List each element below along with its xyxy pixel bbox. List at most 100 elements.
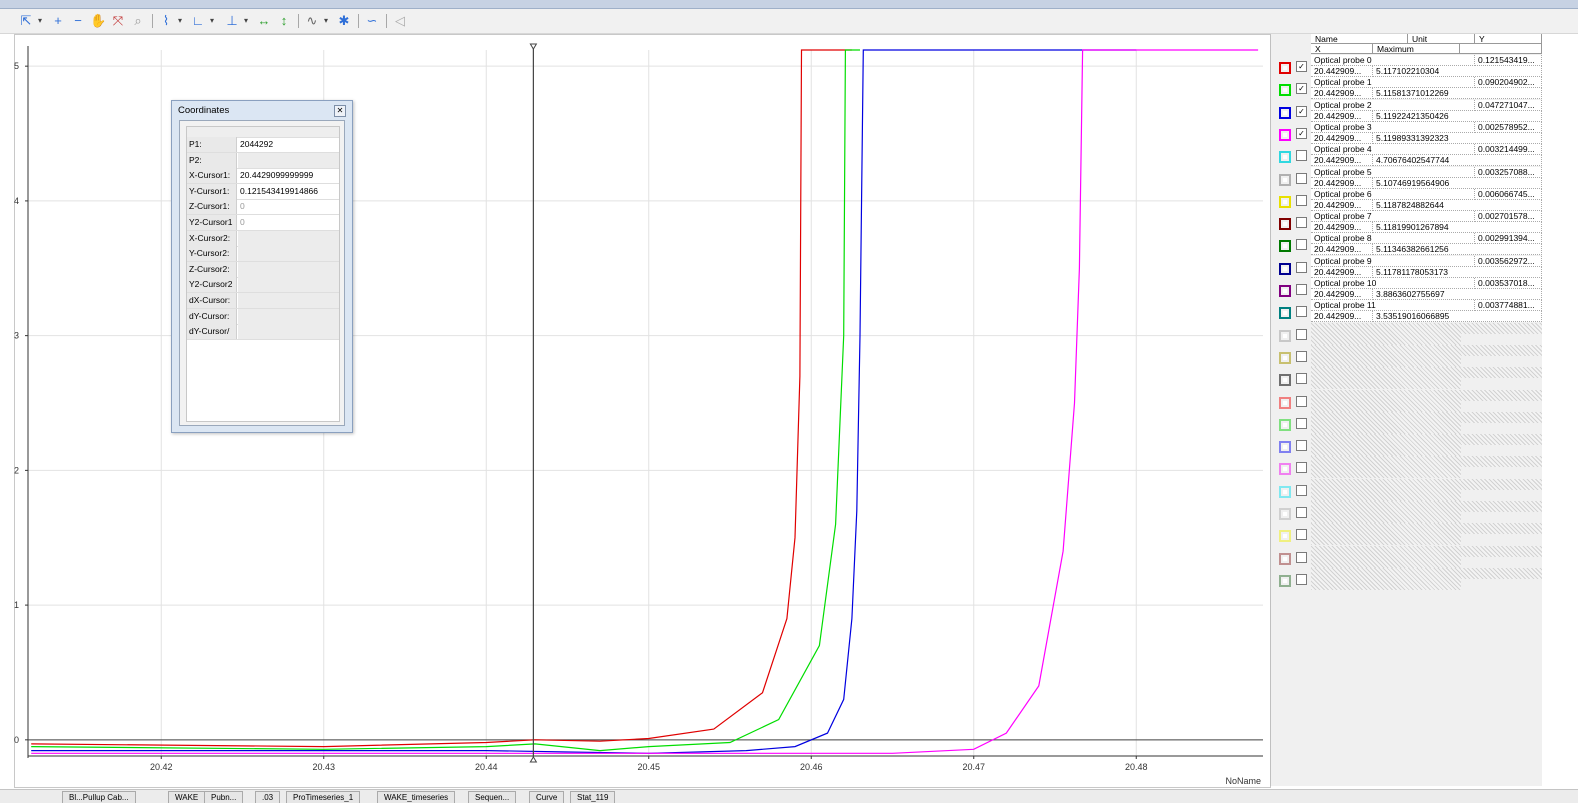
empty-channel-row[interactable] xyxy=(1271,411,1542,434)
coordinate-value[interactable]: 20.4429099999999 xyxy=(240,170,314,181)
color-swatch[interactable] xyxy=(1279,329,1291,342)
visibility-checkbox[interactable] xyxy=(1296,350,1307,362)
pan-hand-icon[interactable]: ✋ xyxy=(90,13,107,28)
fit-y-icon[interactable]: ↕ xyxy=(280,13,288,28)
color-swatch[interactable] xyxy=(1279,173,1291,186)
coordinate-value[interactable] xyxy=(238,230,339,246)
empty-channel-row[interactable] xyxy=(1271,567,1542,590)
cursor-handle[interactable] xyxy=(529,43,538,50)
color-swatch[interactable] xyxy=(1279,307,1291,320)
color-swatch[interactable] xyxy=(1279,128,1291,141)
visibility-checkbox[interactable] xyxy=(1296,551,1307,563)
cursor-options-icon[interactable]: ⊥ xyxy=(226,13,238,28)
coordinate-value[interactable] xyxy=(238,277,339,293)
chevron-down-icon[interactable]: ▾ xyxy=(209,16,214,25)
close-icon[interactable]: ✕ xyxy=(334,105,346,117)
coordinates-window[interactable]: Coordinates ✕ P1: 2044292 P2: X-Cursor1: 20.… xyxy=(171,100,353,433)
color-swatch[interactable] xyxy=(1279,195,1291,208)
chevron-down-icon[interactable]: ▾ xyxy=(177,16,182,25)
zoom-in-icon[interactable]: + xyxy=(54,13,62,28)
auto-scale-icon[interactable]: ⤧ xyxy=(112,13,124,28)
channel-row[interactable]: Optical probe 9 0.003562972... 20.442909..… xyxy=(1271,255,1542,278)
color-swatch[interactable] xyxy=(1279,285,1291,297)
channel-row[interactable]: Optical probe 8 0.002991394... 20.442909..… xyxy=(1271,233,1542,256)
visibility-checkbox[interactable] xyxy=(1296,507,1307,518)
visibility-checkbox[interactable] xyxy=(1296,284,1307,295)
visibility-checkbox[interactable] xyxy=(1296,440,1307,452)
zoom-out-icon[interactable]: − xyxy=(74,13,82,28)
color-swatch[interactable] xyxy=(1279,62,1291,74)
sheet-tab[interactable]: WAKE xyxy=(168,791,206,803)
visibility-checkbox[interactable] xyxy=(1296,217,1307,229)
select-tool-icon[interactable]: ⇱ xyxy=(20,13,32,28)
channel-row[interactable]: ✓ Optical probe 2 0.047271047... 20.442909.… xyxy=(1271,99,1542,122)
color-swatch[interactable] xyxy=(1279,106,1291,119)
channel-row[interactable]: Optical probe 6 0.006066745... 20.442909..… xyxy=(1271,188,1542,211)
visibility-checkbox[interactable]: ✓ xyxy=(1296,83,1307,95)
color-swatch[interactable] xyxy=(1279,84,1291,97)
visibility-checkbox[interactable]: ✓ xyxy=(1296,61,1307,72)
sheet-tab[interactable]: Curve xyxy=(529,791,565,803)
zoom-window-icon[interactable]: ⌕ xyxy=(134,13,142,28)
visibility-checkbox[interactable] xyxy=(1296,194,1307,206)
empty-channel-row[interactable] xyxy=(1271,501,1542,523)
visibility-checkbox[interactable] xyxy=(1296,239,1307,251)
channel-row[interactable]: Optical probe 5 0.003257088... 20.442909..… xyxy=(1271,166,1542,189)
color-swatch[interactable] xyxy=(1279,351,1291,364)
visibility-checkbox[interactable] xyxy=(1296,150,1307,162)
channel-row[interactable]: Optical probe 10 0.003537018... 20.442909.… xyxy=(1271,278,1542,300)
visibility-checkbox[interactable] xyxy=(1296,573,1307,585)
color-swatch[interactable] xyxy=(1279,574,1291,587)
color-swatch[interactable] xyxy=(1279,374,1291,387)
sheet-tab[interactable]: Bl...Pullup Cab... xyxy=(62,791,136,803)
channel-row[interactable]: ✓ Optical probe 1 0.090204902... 20.442909.… xyxy=(1271,77,1542,100)
series-line[interactable] xyxy=(31,49,860,752)
series-line[interactable] xyxy=(31,49,852,748)
chevron-down-icon[interactable]: ▾ xyxy=(243,16,248,25)
smoothing-icon[interactable]: ∽ xyxy=(366,13,378,28)
color-swatch[interactable] xyxy=(1279,418,1291,431)
curve-options-icon[interactable]: ⌇ xyxy=(162,13,170,28)
axis-options-icon[interactable]: ∟ xyxy=(191,13,205,28)
visibility-checkbox[interactable]: ✓ xyxy=(1296,127,1307,139)
marker-icon[interactable]: ✱ xyxy=(338,13,350,28)
color-swatch[interactable] xyxy=(1279,262,1291,275)
empty-channel-row[interactable] xyxy=(1271,456,1542,479)
channel-row[interactable]: Optical probe 7 0.002701578... 20.442909..… xyxy=(1271,211,1542,234)
coordinate-value[interactable] xyxy=(238,246,339,262)
empty-channel-row[interactable] xyxy=(1271,389,1542,412)
channel-row[interactable]: ✓ Optical probe 3 0.002578952... 20.442909.… xyxy=(1271,121,1542,144)
visibility-checkbox[interactable] xyxy=(1296,484,1307,496)
empty-channel-row[interactable] xyxy=(1271,344,1542,367)
header-maximum[interactable]: Maximum xyxy=(1373,44,1460,54)
empty-channel-row[interactable] xyxy=(1271,322,1542,345)
series-line[interactable] xyxy=(31,49,1259,754)
empty-channel-row[interactable] xyxy=(1271,523,1542,546)
channel-row[interactable]: ✓ Optical probe 0 0.121543419... 20.442909.… xyxy=(1271,55,1542,77)
visibility-checkbox[interactable] xyxy=(1296,172,1307,184)
header-name[interactable]: Name xyxy=(1311,34,1408,44)
visibility-checkbox[interactable]: ✓ xyxy=(1296,105,1307,117)
header-x[interactable]: X xyxy=(1311,44,1373,54)
header-unit[interactable]: Unit xyxy=(1408,34,1475,44)
color-swatch[interactable] xyxy=(1279,463,1291,476)
coordinate-value[interactable] xyxy=(238,152,339,168)
color-swatch[interactable] xyxy=(1279,441,1291,454)
visibility-checkbox[interactable] xyxy=(1296,373,1307,385)
visibility-checkbox[interactable] xyxy=(1296,261,1307,273)
visibility-checkbox[interactable] xyxy=(1296,328,1307,340)
coordinate-value[interactable]: 0.121543419914866 xyxy=(240,185,318,196)
sheet-tab[interactable]: Stat_119 xyxy=(570,791,616,803)
coordinate-value[interactable]: 0 xyxy=(240,201,245,212)
header-y[interactable]: Y xyxy=(1475,34,1542,44)
coordinate-value[interactable]: 2044292 xyxy=(240,139,274,149)
coordinate-value[interactable] xyxy=(238,324,339,340)
color-swatch[interactable] xyxy=(1279,530,1291,543)
coordinate-value[interactable] xyxy=(238,308,339,324)
color-swatch[interactable] xyxy=(1279,151,1291,164)
color-swatch[interactable] xyxy=(1279,552,1291,565)
coordinate-value[interactable] xyxy=(238,293,339,308)
channel-row[interactable]: Optical probe 11 0.003774881... 20.442909.… xyxy=(1271,300,1542,323)
visibility-checkbox[interactable] xyxy=(1296,529,1307,541)
empty-channel-row[interactable] xyxy=(1271,367,1542,390)
